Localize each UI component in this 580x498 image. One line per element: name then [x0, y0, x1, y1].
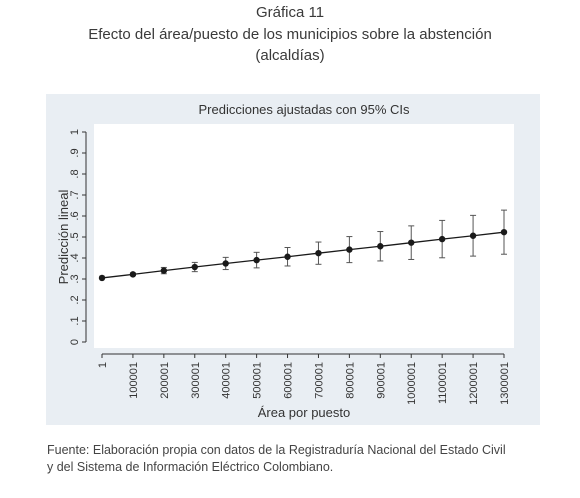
series-line — [101, 231, 505, 279]
data-point — [500, 228, 508, 236]
data-point — [377, 243, 384, 250]
x-tick-label: 100001 — [128, 362, 140, 399]
x-tick-label: 500001 — [252, 362, 264, 399]
plot-area — [94, 124, 514, 348]
source-line-2: y del Sistema de Información Eléctrico C… — [47, 460, 334, 474]
data-point — [408, 239, 415, 246]
y-tick-label: .1 — [69, 316, 81, 325]
figure-title: Efecto del área/puesto de los municipios… — [88, 26, 492, 43]
data-point — [222, 260, 229, 267]
y-tick-label: .6 — [69, 211, 81, 220]
chart-svg: Predicciones ajustadas con 95% CIs 0 .1 .2.… — [56, 102, 514, 420]
data-point — [469, 232, 477, 239]
y-axis-label: Predicción lineal — [56, 190, 71, 285]
data-point — [160, 267, 168, 274]
figure-number: Gráfica 11 — [255, 4, 325, 21]
x-tick-label: 1300001 — [499, 362, 511, 405]
data-point — [191, 263, 198, 271]
y-tick-label: .7 — [69, 190, 81, 199]
source-note: Fuente: Elaboración propia con datos de … — [47, 442, 506, 476]
y-tick-label: .2 — [69, 295, 81, 304]
x-tick-label: 700001 — [313, 362, 325, 399]
data-point — [129, 271, 137, 278]
x-axis-label: Área por puesto — [258, 405, 351, 420]
x-tick-label: 1 — [97, 362, 109, 368]
data-point — [438, 235, 446, 243]
y-tick-label: .9 — [69, 148, 81, 157]
data-point — [315, 249, 322, 257]
chart-frame: Predicciones ajustadas con 95% CIs 0 .1 .2.… — [46, 94, 540, 425]
data-point — [98, 274, 106, 282]
data-point — [346, 246, 353, 253]
x-tick-label: 1100001 — [437, 362, 449, 404]
figure-subtitle: (alcaldías) — [255, 47, 325, 64]
y-tick-label: .4 — [69, 253, 81, 262]
data-point — [253, 256, 260, 264]
x-tick-label: 800001 — [344, 362, 356, 399]
x-tick-label: 200001 — [159, 362, 171, 399]
y-tick-label: 0 — [69, 339, 81, 345]
x-tick-label: 1000001 — [406, 362, 418, 405]
data-point — [284, 253, 291, 260]
x-tick-label: 300001 — [190, 362, 202, 399]
y-tick-label: 1 — [69, 129, 81, 135]
x-tick-label: 600001 — [283, 362, 295, 399]
x-tick-label: 900001 — [375, 362, 387, 399]
source-line-1: Fuente: Elaboración propia con datos de … — [47, 443, 506, 457]
x-tick-label: 400001 — [221, 362, 233, 399]
chart-title: Predicciones ajustadas con 95% CIs — [198, 102, 410, 117]
y-tick-label: .5 — [69, 232, 81, 241]
x-tick-label: 1200001 — [468, 362, 480, 405]
y-tick-label: .8 — [69, 169, 81, 178]
y-tick-label: .3 — [69, 274, 81, 283]
